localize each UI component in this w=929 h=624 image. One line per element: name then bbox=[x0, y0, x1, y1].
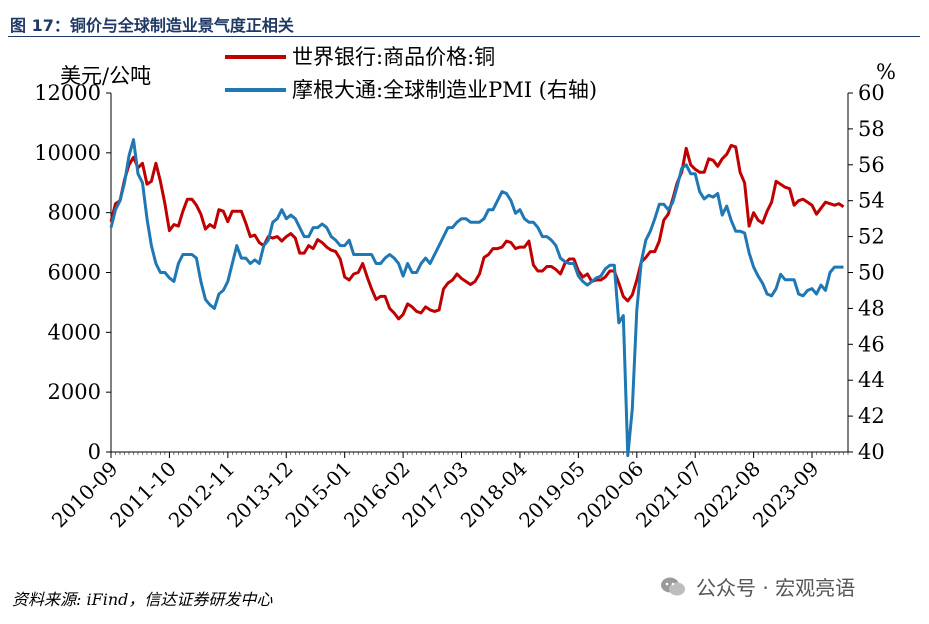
right-tick-label: 50 bbox=[858, 261, 885, 285]
legend-label-copper: 世界银行:商品价格:铜 bbox=[292, 45, 495, 69]
left-tick-label: 12000 bbox=[34, 81, 101, 105]
left-tick-label: 0 bbox=[88, 440, 101, 464]
copper-price-line bbox=[109, 143, 845, 321]
left-tick-label: 4000 bbox=[48, 320, 101, 344]
watermark-text: 公众号 · 宏观亮语 bbox=[696, 576, 856, 600]
right-tick-label: 56 bbox=[858, 153, 885, 177]
right-tick-label: 44 bbox=[858, 368, 885, 392]
pmi-line bbox=[109, 138, 844, 458]
watermark: 公众号 · 宏观亮语 bbox=[660, 572, 855, 601]
right-tick-label: 52 bbox=[858, 225, 885, 249]
wechat-icon bbox=[661, 577, 685, 595]
legend-label-pmi: 摩根大通:全球制造业PMI (右轴) bbox=[292, 78, 597, 102]
right-tick-label: 60 bbox=[858, 81, 885, 105]
left-tick-label: 8000 bbox=[48, 201, 101, 225]
source-note: 资料来源: iFind，信达证券研发中心 bbox=[12, 590, 273, 609]
title-divider bbox=[8, 36, 920, 37]
left-tick-label: 6000 bbox=[48, 261, 101, 285]
right-tick-label: 42 bbox=[858, 404, 885, 428]
right-tick-label: 54 bbox=[858, 189, 885, 213]
right-axis-unit: % bbox=[876, 60, 896, 84]
left-tick-label: 10000 bbox=[34, 141, 101, 165]
left-axis-unit: 美元/公吨 bbox=[60, 64, 152, 88]
left-tick-label: 2000 bbox=[48, 380, 101, 404]
right-tick-label: 46 bbox=[858, 332, 885, 356]
right-tick-label: 48 bbox=[858, 296, 885, 320]
figure-title: 图 17：铜价与全球制造业景气度正相关 bbox=[10, 16, 294, 35]
right-tick-label: 40 bbox=[858, 440, 885, 464]
right-tick-label: 58 bbox=[858, 117, 885, 141]
